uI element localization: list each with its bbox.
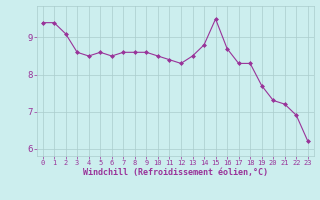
X-axis label: Windchill (Refroidissement éolien,°C): Windchill (Refroidissement éolien,°C) (83, 168, 268, 177)
